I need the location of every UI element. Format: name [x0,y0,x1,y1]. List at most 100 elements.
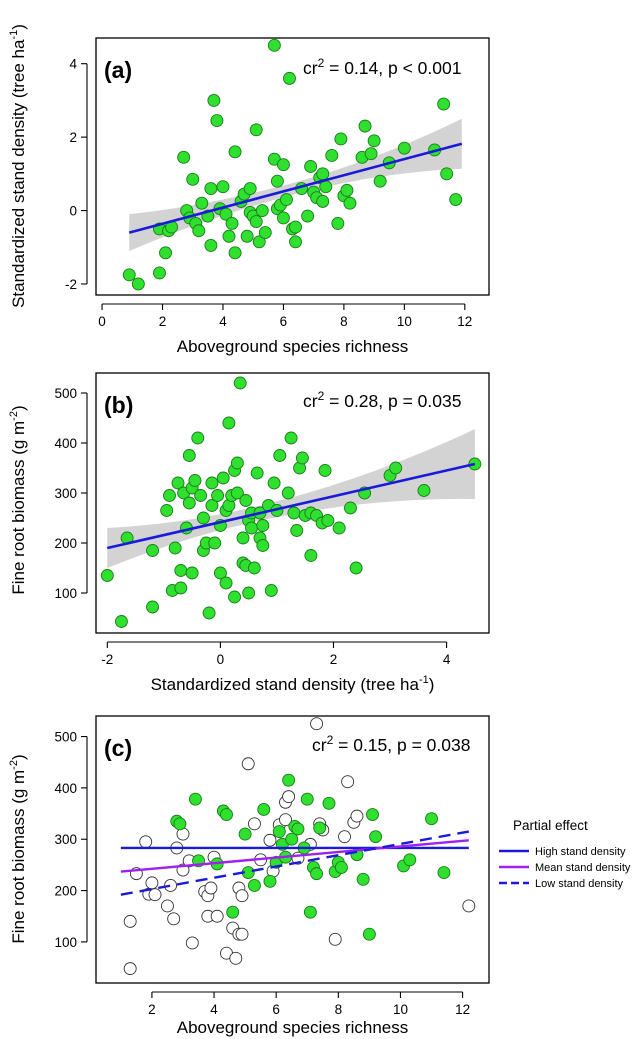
data-point [276,158,290,172]
data-point [397,141,411,155]
data-point [210,114,224,128]
open-data-point [282,790,296,804]
data-point [280,193,293,206]
data-point [207,93,221,107]
data-point [340,183,354,197]
data-point [256,519,270,532]
y-tick-label: 4 [69,57,77,72]
y-tick-label: 500 [54,386,77,401]
panel-letter: (b) [104,392,133,418]
open-data-point [161,899,174,913]
x-tick-label: 0 [217,652,225,667]
data-point [208,536,222,550]
open-data-point [164,878,178,892]
data-point [264,584,278,597]
x-tick-label: 0 [98,314,106,329]
data-point [349,561,363,575]
legend-label: Low stand density [535,878,624,890]
data-point [191,431,205,445]
y-tick-label: 100 [54,935,77,950]
stat-annotation: cr2 = 0.15, p = 0.038 [312,733,470,755]
fit-line [128,142,463,234]
y-tick-label: 400 [54,781,77,796]
data-point [204,238,218,252]
data-point [301,209,315,223]
data-point [182,449,196,462]
y-tick-label: 200 [54,884,77,899]
x-tick-label: 4 [443,652,451,667]
data-point [160,504,174,517]
open-data-point [167,912,181,926]
panel-letter: (c) [104,735,132,761]
data-point [177,150,191,164]
data-point [159,246,172,260]
y-tick-label: 100 [54,586,77,601]
data-point [192,224,206,238]
filled-data-point [291,822,305,836]
data-point [250,466,264,480]
y-tick-label: -2 [65,277,77,292]
data-point [204,182,218,195]
y-tick-label: 300 [54,486,77,501]
data-point [153,266,166,280]
data-point [373,174,387,188]
data-point [255,204,269,218]
data-point [290,524,304,537]
data-point [437,97,451,111]
data-point [194,489,208,502]
data-point [316,167,330,181]
stat-annotation: cr2 = 0.14, p < 0.001 [303,56,461,78]
data-point [283,71,296,85]
data-point [196,511,210,525]
data-point [240,229,254,243]
data-point [168,541,182,555]
open-data-point [247,817,261,831]
x-axis-title: Standardized stand density (tree ha-1) [151,674,435,694]
data-point [389,461,403,475]
filled-data-point [356,872,370,886]
panel-c-chart: 2 4 6 8 10 12 100 200 300 400 500 (c) cr2 = 0.15, p … [8,715,490,1037]
x-tick-label: 2 [148,1002,156,1017]
data-point [316,194,330,208]
data-point [440,167,454,181]
open-data-point [338,830,351,844]
data-point [256,539,270,552]
data-point [417,484,431,497]
data-point [304,549,318,562]
data-point [216,180,230,194]
x-tick-label: 8 [340,314,348,329]
data-point [287,506,301,520]
x-tick-label: 10 [397,314,412,329]
open-data-point [145,876,159,890]
data-point [228,590,241,604]
panel-letter: (a) [104,57,132,83]
x-tick-label: 2 [330,652,338,667]
data-point [249,215,263,229]
data-point [267,38,281,52]
filled-data-point [303,905,317,919]
data-point [211,489,225,502]
plot-frame [95,372,490,634]
data-point [276,211,290,225]
data-point [367,134,381,148]
data-point [449,193,463,206]
fit-line [107,462,476,550]
open-data-point [462,899,476,913]
y-tick-label: 400 [54,436,77,451]
data-point [343,196,357,210]
data-point [122,268,136,282]
filled-data-point [220,808,233,822]
open-data-point [123,962,137,976]
data-point [273,449,287,462]
open-data-point [350,809,364,823]
data-point [331,216,345,230]
filled-data-point [247,878,261,892]
data-point [334,132,348,146]
data-point [281,486,295,500]
data-point [186,172,200,186]
data-point [230,486,244,500]
x-tick-label: 4 [210,1002,218,1017]
filled-data-point [188,792,202,806]
data-point [284,431,298,445]
data-point [247,561,261,575]
